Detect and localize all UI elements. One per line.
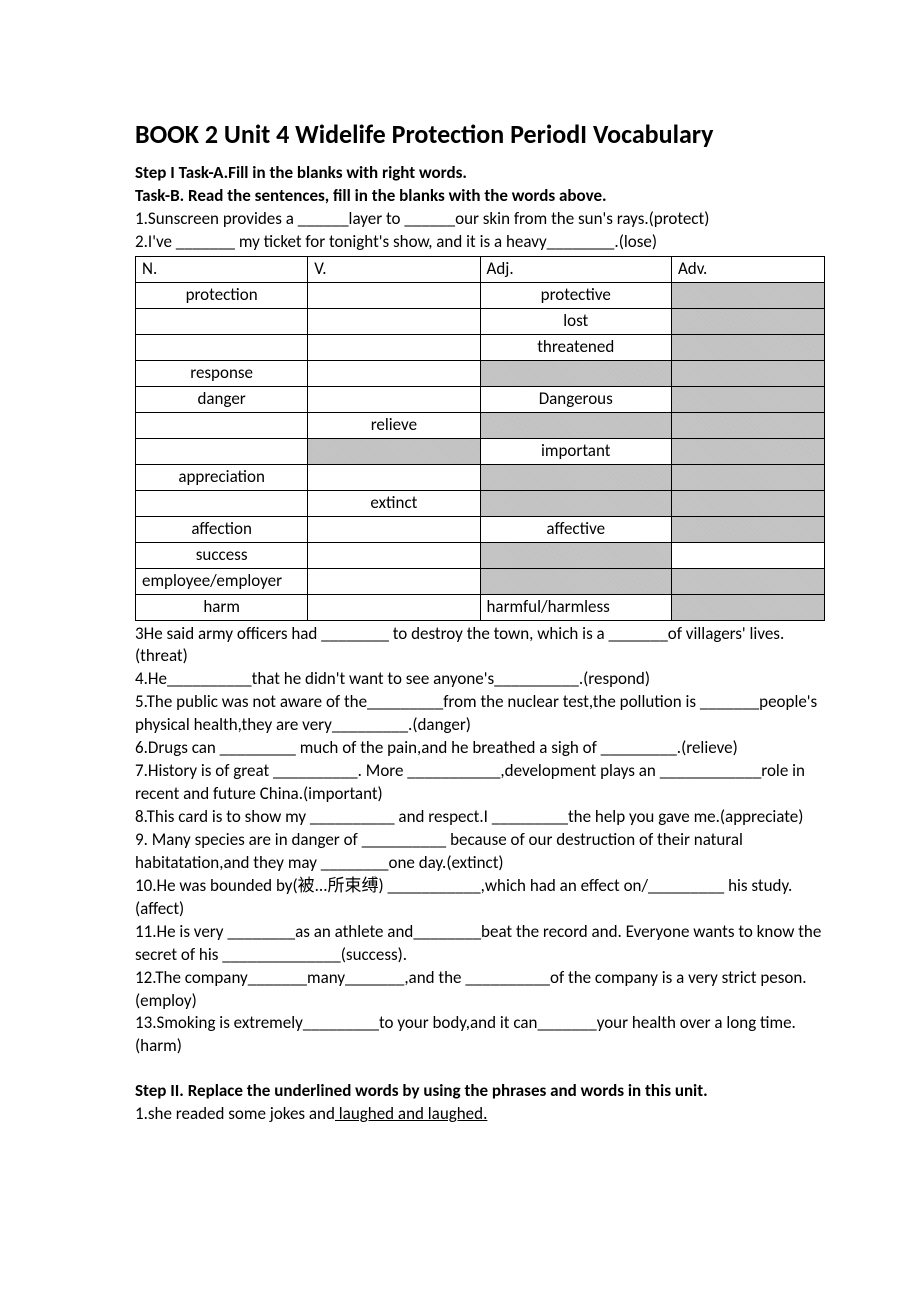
table-row: appreciation [136,464,825,490]
question-5: 5.The public was not aware of the_______… [135,691,825,737]
cell-adv [671,334,824,360]
cell-adv [671,386,824,412]
question-2: 2.I've _______ my ticket for tonight's s… [135,231,825,254]
step1-task-a: Step I Task-A.Fill in the blanks with ri… [135,162,825,185]
cell-adv [671,594,824,620]
header-verb: V. [308,256,480,282]
cell-n: response [136,360,308,386]
cell-v [308,360,480,386]
cell-adj: threatened [480,334,671,360]
cell-adj [480,360,671,386]
cell-n [136,412,308,438]
table-header-row: N. V. Adj. Adv. [136,256,825,282]
table-row: extinct [136,490,825,516]
cell-adj: important [480,438,671,464]
header-adverb: Adv. [671,256,824,282]
step1-task-b: Task-B. Read the sentences, fill in the … [135,185,825,208]
step2-q1-prefix: 1.she readed some jokes and [135,1103,335,1124]
cell-v: relieve [308,412,480,438]
table-row: danger Dangerous [136,386,825,412]
question-4: 4.He__________that he didn't want to see… [135,668,825,691]
table-row: affection affective [136,516,825,542]
vocabulary-table: N. V. Adj. Adv. protection protectivelost… [135,256,825,621]
step2-q1-underlined: laughed and laughed. [335,1103,487,1124]
cell-adv [671,490,824,516]
page-title: BOOK 2 Unit 4 Widelife Protection Period… [135,118,825,152]
cell-adv [671,308,824,334]
cell-adj: Dangerous [480,386,671,412]
cell-n: success [136,542,308,568]
cell-adj [480,542,671,568]
cell-v: extinct [308,490,480,516]
cell-adj: affective [480,516,671,542]
cell-adv [671,568,824,594]
table-row: important [136,438,825,464]
cell-v [308,516,480,542]
table-row: lost [136,308,825,334]
cell-n [136,334,308,360]
question-3: 3He said army officers had ________ to d… [135,623,825,669]
cell-v [308,464,480,490]
cell-adv [671,282,824,308]
worksheet-page: BOOK 2 Unit 4 Widelife Protection Period… [0,0,920,1302]
cell-adj: lost [480,308,671,334]
cell-adv [671,464,824,490]
section-spacer [135,1058,825,1080]
cell-adv [671,438,824,464]
table-row: success [136,542,825,568]
question-13: 13.Smoking is extremely_________to your … [135,1012,825,1058]
cell-v [308,568,480,594]
cell-v [308,594,480,620]
question-8: 8.This card is to show my __________ and… [135,806,825,829]
cell-adj [480,568,671,594]
table-row: protection protective [136,282,825,308]
cell-n [136,490,308,516]
table-row: harm harmful/harmless [136,594,825,620]
cell-n: harm [136,594,308,620]
cell-adj: harmful/harmless [480,594,671,620]
table-row: threatened [136,334,825,360]
cell-n: protection [136,282,308,308]
cell-n: appreciation [136,464,308,490]
header-noun: N. [136,256,308,282]
cell-adj [480,490,671,516]
cell-v [308,438,480,464]
question-9: 9. Many species are in danger of _______… [135,829,825,875]
question-12: 12.The company_______many_______,and the… [135,967,825,1013]
cell-adv [671,542,824,568]
table-row: relieve [136,412,825,438]
cell-n: danger [136,386,308,412]
question-7: 7.History is of great __________. More _… [135,760,825,806]
question-6: 6.Drugs can _________ much of the pain,a… [135,737,825,760]
cell-n: affection [136,516,308,542]
step2-heading: Step II. Replace the underlined words by… [135,1080,825,1103]
cell-adv [671,412,824,438]
step2-question-1: 1.she readed some jokes and laughed and … [135,1103,825,1126]
cell-adv [671,516,824,542]
question-10: 10.He was bounded by(被...所束缚) __________… [135,875,825,921]
cell-n [136,438,308,464]
cell-adv [671,360,824,386]
cell-v [308,334,480,360]
table-row: employee/employer [136,568,825,594]
cell-adj [480,412,671,438]
cell-adj: protective [480,282,671,308]
cell-adj [480,464,671,490]
question-11: 11.He is very ________as an athlete and_… [135,921,825,967]
table-row: response [136,360,825,386]
cell-v [308,308,480,334]
cell-v [308,542,480,568]
cell-v [308,386,480,412]
question-1: 1.Sunscreen provides a ______layer to __… [135,208,825,231]
cell-v [308,282,480,308]
cell-n [136,308,308,334]
cell-n: employee/employer [136,568,308,594]
header-adjective: Adj. [480,256,671,282]
